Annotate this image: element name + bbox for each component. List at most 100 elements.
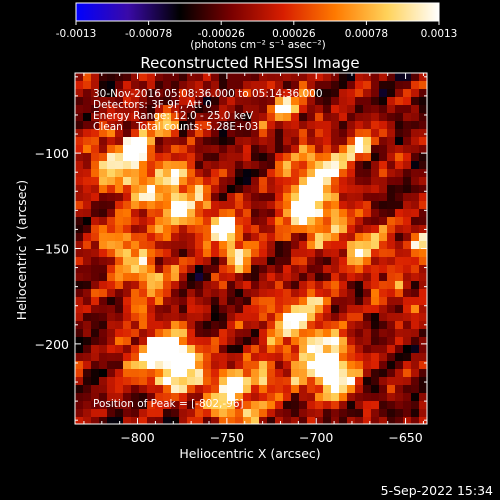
heatmap-cell: [235, 249, 244, 258]
heatmap-cell: [315, 273, 324, 282]
heatmap-cell: [267, 209, 276, 218]
heatmap-cell: [355, 193, 364, 202]
heatmap-cell: [323, 417, 332, 424]
heatmap-cell: [155, 185, 164, 194]
heatmap-cell: [283, 113, 292, 122]
heatmap-cell: [387, 337, 396, 346]
heatmap-cell: [259, 201, 268, 210]
heatmap-cell: [243, 97, 252, 106]
heatmap-cell: [323, 329, 332, 338]
heatmap-cell: [147, 137, 156, 146]
heatmap-cell: [163, 193, 172, 202]
heatmap-cell: [307, 169, 316, 178]
heatmap-cell: [331, 289, 340, 298]
heatmap-cell: [179, 257, 188, 266]
heatmap-cell: [171, 337, 180, 346]
heatmap-cell: [235, 377, 244, 386]
heatmap-cell: [243, 225, 252, 234]
heatmap-cell: [107, 153, 116, 162]
heatmap-cell: [163, 137, 172, 146]
heatmap-cell: [107, 177, 116, 186]
heatmap-cell: [75, 161, 84, 170]
heatmap-cell: [219, 73, 228, 82]
heatmap-cell: [331, 297, 340, 306]
heatmap-cell: [347, 177, 356, 186]
heatmap-cell: [395, 385, 404, 394]
heatmap-cell: [99, 129, 108, 138]
heatmap-cell: [267, 249, 276, 258]
heatmap-cell: [195, 241, 204, 250]
heatmap-cell: [107, 105, 116, 114]
heatmap-cell: [107, 97, 116, 106]
heatmap-cell: [179, 217, 188, 226]
footer-timestamp: 5-Sep-2022 15:34: [381, 483, 493, 498]
heatmap-cell: [155, 73, 164, 82]
heatmap-cell: [275, 417, 284, 424]
heatmap-cell: [227, 329, 236, 338]
heatmap-cell: [227, 305, 236, 314]
heatmap-cell: [403, 265, 412, 274]
heatmap-cell: [203, 305, 212, 314]
heatmap-cell: [363, 193, 372, 202]
heatmap-cell: [203, 73, 212, 82]
heatmap-cell: [227, 153, 236, 162]
heatmap-cell: [251, 337, 260, 346]
heatmap-cell: [267, 217, 276, 226]
heatmap-cell: [251, 417, 260, 424]
heatmap-cell: [83, 329, 92, 338]
heatmap-cell: [251, 353, 260, 362]
heatmap-cell: [291, 113, 300, 122]
heatmap-cell: [123, 201, 132, 210]
heatmap-cell: [387, 113, 396, 122]
heatmap-cell: [403, 289, 412, 298]
heatmap-cell: [371, 73, 380, 82]
heatmap-cell: [355, 137, 364, 146]
heatmap-cell: [187, 369, 196, 378]
heatmap-cell: [235, 313, 244, 322]
heatmap-cell: [251, 169, 260, 178]
heatmap-cell: [243, 345, 252, 354]
heatmap-cell: [411, 385, 420, 394]
heatmap-cell: [315, 321, 324, 330]
heatmap-cell: [83, 289, 92, 298]
heatmap-cell: [259, 313, 268, 322]
heatmap-cell: [235, 217, 244, 226]
heatmap-cell: [195, 273, 204, 282]
heatmap-cell: [211, 305, 220, 314]
heatmap-cell: [275, 121, 284, 130]
heatmap-cell: [203, 241, 212, 250]
heatmap-cell: [107, 281, 116, 290]
heatmap-cell: [347, 105, 356, 114]
heatmap-cell: [251, 185, 260, 194]
heatmap-cell: [179, 329, 188, 338]
heatmap-cell: [203, 201, 212, 210]
heatmap-cell: [371, 353, 380, 362]
heatmap-cell: [291, 265, 300, 274]
heatmap-cell: [339, 97, 348, 106]
heatmap-cell: [307, 401, 316, 410]
heatmap-cell: [419, 185, 427, 194]
heatmap-cell: [315, 201, 324, 210]
heatmap-cell: [307, 385, 316, 394]
heatmap-cell: [235, 273, 244, 282]
heatmap-cell: [395, 401, 404, 410]
heatmap-cell: [371, 241, 380, 250]
heatmap-cell: [75, 137, 84, 146]
heatmap-cell: [115, 409, 124, 418]
heatmap-cell: [323, 193, 332, 202]
heatmap-cell: [323, 177, 332, 186]
heatmap-cell: [163, 161, 172, 170]
heatmap-cell: [315, 265, 324, 274]
heatmap-cell: [115, 217, 124, 226]
heatmap-cell: [291, 185, 300, 194]
heatmap-cell: [411, 193, 420, 202]
heatmap-cell: [139, 201, 148, 210]
heatmap-cell: [363, 81, 372, 90]
heatmap-cell: [411, 241, 420, 250]
heatmap-cell: [395, 321, 404, 330]
heatmap-cell: [307, 241, 316, 250]
heatmap-cell: [371, 225, 380, 234]
heatmap-cell: [203, 233, 212, 242]
heatmap-cell: [195, 89, 204, 98]
heatmap-cell: [91, 185, 100, 194]
